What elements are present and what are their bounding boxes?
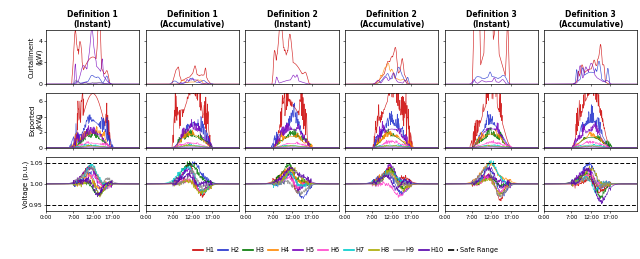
Legend: H1, H2, H3, H4, H5, H6, H7, H8, H9, H10, Safe Range: H1, H2, H3, H4, H5, H6, H7, H8, H9, H10,… (190, 244, 501, 256)
Title: Definition 1
(Accumulative): Definition 1 (Accumulative) (159, 10, 225, 29)
Title: Definition 3
(Instant): Definition 3 (Instant) (466, 10, 516, 29)
Y-axis label: Exported
(kW): Exported (kW) (29, 105, 43, 136)
Title: Definition 3
(Accumulative): Definition 3 (Accumulative) (558, 10, 623, 29)
Title: Definition 2
(Instant): Definition 2 (Instant) (267, 10, 317, 29)
Y-axis label: Voltage (p.u.): Voltage (p.u.) (23, 160, 29, 207)
Title: Definition 2
(Accumulative): Definition 2 (Accumulative) (359, 10, 424, 29)
Y-axis label: Curtailment
(kW): Curtailment (kW) (29, 36, 43, 78)
Title: Definition 1
(Instant): Definition 1 (Instant) (67, 10, 118, 29)
